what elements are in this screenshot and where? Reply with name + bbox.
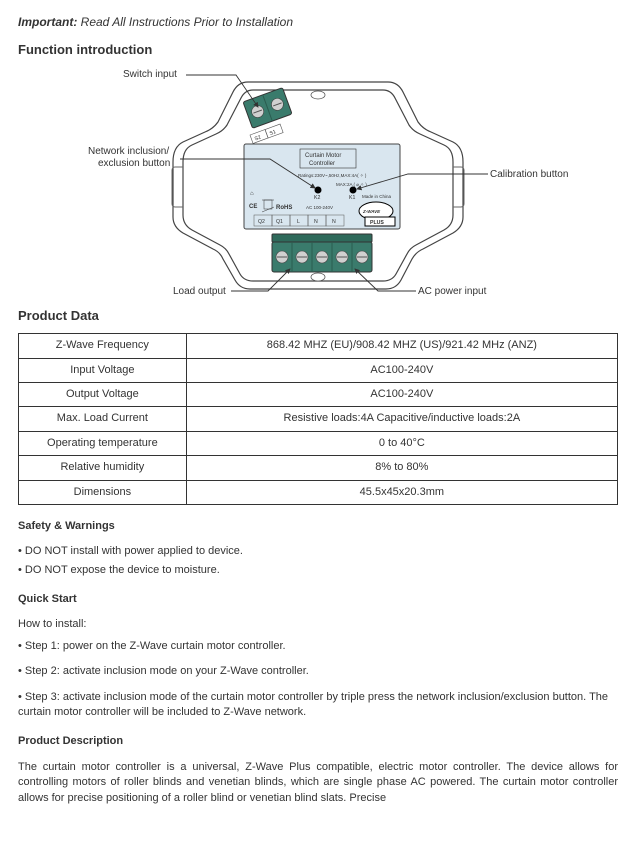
svg-text:Controller: Controller [309,161,335,167]
lower-terminal-block [272,234,372,272]
list-item: Step 3: activate inclusion mode of the c… [18,690,618,721]
spec-value: 868.42 MHZ (EU)/908.42 MHZ (US)/921.42 M… [186,334,617,358]
spec-value: 8% to 80% [186,456,617,480]
howto-intro: How to install: [18,617,618,632]
svg-text:Q1: Q1 [276,219,283,225]
svg-text:Q2: Q2 [258,219,265,225]
label-ac-power: AC power input [418,286,487,297]
label-network-btn-1: Network inclusion/ [88,146,169,157]
table-row: Dimensions45.5x45x20.3mm [19,480,618,504]
table-row: Relative humidity8% to 80% [19,456,618,480]
heading-product-desc: Product Description [18,734,618,749]
label-load-output: Load output [173,286,226,297]
spec-value: AC100-240V [186,358,617,382]
spec-label: Relative humidity [19,456,187,480]
spec-label: Operating temperature [19,431,187,455]
important-notice: Important: Read All Instructions Prior t… [18,14,618,31]
svg-text:Curtain Motor: Curtain Motor [305,153,341,159]
svg-text:N: N [332,219,336,225]
spec-table: Z-Wave Frequency868.42 MHZ (EU)/908.42 M… [18,333,618,505]
table-row: Output VoltageAC100-240V [19,382,618,406]
spec-value: 45.5x45x20.3mm [186,480,617,504]
svg-text:⌂: ⌂ [250,191,254,197]
heading-quickstart: Quick Start [18,592,618,607]
heading-function: Function introduction [18,41,618,59]
product-description-text: The curtain motor controller is a univer… [18,760,618,806]
svg-text:N: N [314,219,318,225]
svg-text:exclusion button: exclusion button [98,158,170,169]
svg-text:K1: K1 [349,195,355,201]
spec-value: AC100-240V [186,382,617,406]
svg-text:AC 100-240V: AC 100-240V [306,205,333,210]
install-steps-list: Step 1: power on the Z-Wave curtain moto… [18,639,618,721]
important-text: Read All Instructions Prior to Installat… [81,15,293,29]
safety-warnings-list: DO NOT install with power applied to dev… [18,544,618,578]
list-item: DO NOT install with power applied to dev… [18,544,618,559]
svg-text:MAX:2A ( ⌀ ✧ ): MAX:2A ( ⌀ ✧ ) [336,182,367,187]
heading-safety: Safety & Warnings [18,519,618,534]
table-row: Input VoltageAC100-240V [19,358,618,382]
svg-text:K2: K2 [314,195,320,201]
k2-button [315,186,322,193]
label-calibration: Calibration button [490,169,568,180]
spec-label: Max. Load Current [19,407,187,431]
table-row: Operating temperature0 to 40°C [19,431,618,455]
spec-label: Z-Wave Frequency [19,334,187,358]
spec-value: 0 to 40°C [186,431,617,455]
svg-text:Made in China: Made in China [362,194,392,199]
diagram-svg: S2 S1 Curtain Motor Controller Ratings:2… [18,67,618,297]
spec-label: Dimensions [19,480,187,504]
svg-text:RoHS: RoHS [276,205,292,211]
list-item: Step 1: power on the Z-Wave curtain moto… [18,639,618,654]
important-label: Important: [18,15,77,29]
svg-text:L: L [297,219,300,225]
list-item: Step 2: activate inclusion mode on your … [18,664,618,679]
table-row: Max. Load CurrentResistive loads:4A Capa… [19,407,618,431]
list-item: DO NOT expose the device to moisture. [18,563,618,578]
spec-label: Input Voltage [19,358,187,382]
svg-text:Z-WAVE: Z-WAVE [362,209,381,214]
table-row: Z-Wave Frequency868.42 MHZ (EU)/908.42 M… [19,334,618,358]
device-diagram: S2 S1 Curtain Motor Controller Ratings:2… [18,67,618,297]
svg-text:PLUS: PLUS [370,220,384,226]
k1-button [350,186,357,193]
spec-label: Output Voltage [19,382,187,406]
heading-product-data: Product Data [18,307,618,325]
svg-text:Ratings:230V~,50Hz,MAX:4A( ✧ ): Ratings:230V~,50Hz,MAX:4A( ✧ ) [298,173,367,178]
svg-text:CE: CE [249,204,257,210]
label-switch-input: Switch input [123,69,177,80]
spec-value: Resistive loads:4A Capacitive/inductive … [186,407,617,431]
